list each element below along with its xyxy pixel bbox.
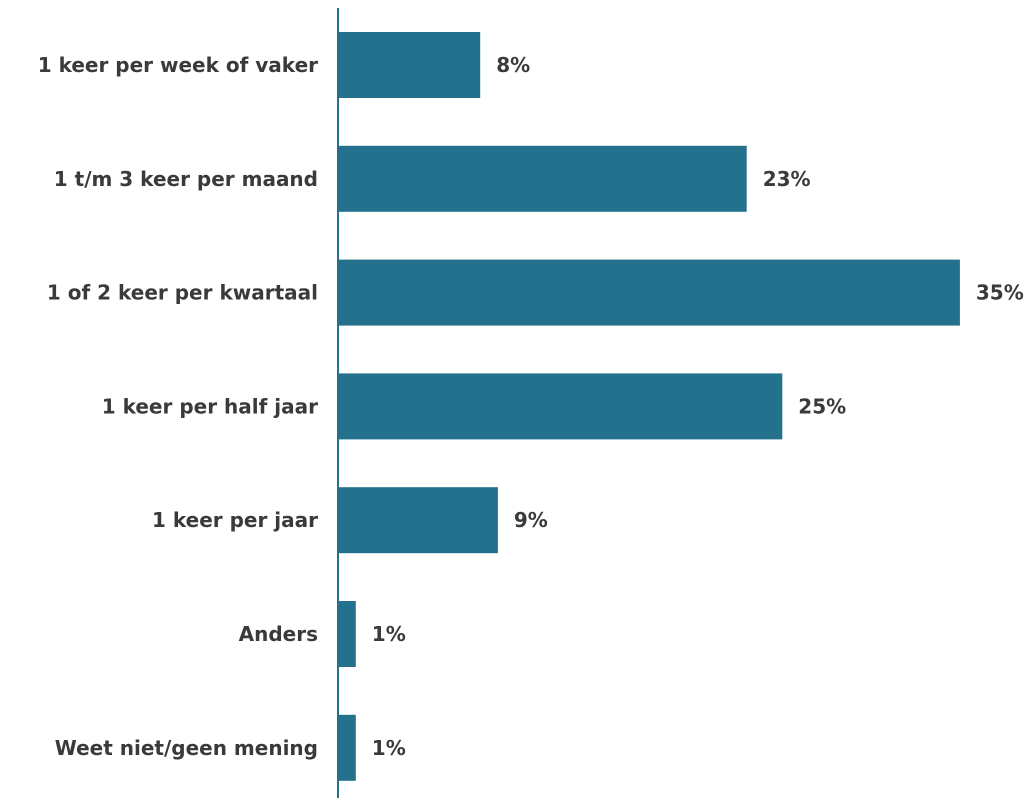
category-labels: 1 keer per week of vaker 1 t/m 3 keer per… — [38, 53, 318, 760]
category-label-4: 1 keer per jaar — [152, 508, 318, 532]
category-label-3: 1 keer per half jaar — [102, 394, 318, 418]
value-label-4: 9% — [514, 508, 548, 532]
bar-0 — [338, 32, 481, 98]
bar-1 — [338, 145, 747, 212]
bar-6 — [338, 714, 356, 781]
value-label-2: 35% — [976, 281, 1024, 305]
category-label-1: 1 t/m 3 keer per maand — [54, 167, 318, 191]
category-label-6: Weet niet/geen mening — [55, 736, 318, 760]
bar-5 — [338, 601, 356, 667]
category-label-0: 1 keer per week of vaker — [38, 53, 318, 77]
bars-group — [338, 32, 960, 781]
bar-3 — [338, 373, 783, 440]
value-label-3: 25% — [798, 394, 846, 418]
value-label-0: 8% — [496, 53, 530, 77]
value-label-5: 1% — [372, 622, 406, 646]
value-labels: 8% 23% 35% 25% 9% 1% 1% — [372, 53, 1024, 760]
bar-4 — [338, 487, 498, 554]
bar-2 — [338, 259, 960, 326]
category-label-2: 1 of 2 keer per kwartaal — [47, 281, 318, 305]
category-label-5: Anders — [239, 622, 318, 646]
value-label-1: 23% — [763, 167, 811, 191]
value-label-6: 1% — [372, 736, 406, 760]
